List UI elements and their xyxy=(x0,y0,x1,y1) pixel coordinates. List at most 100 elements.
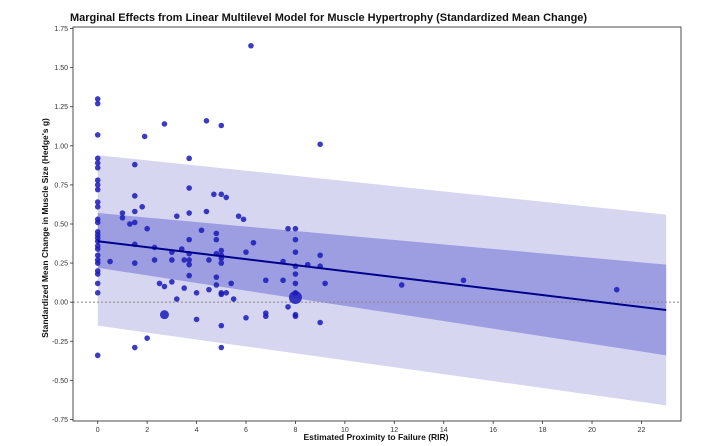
data-point xyxy=(94,280,101,287)
data-point xyxy=(243,315,249,321)
data-point xyxy=(186,257,192,263)
data-point xyxy=(131,219,138,226)
data-point xyxy=(292,225,299,232)
data-point xyxy=(230,296,237,302)
data-point xyxy=(206,286,212,293)
x-tick-label: 0 xyxy=(96,427,100,434)
data-point xyxy=(292,236,299,243)
y-tick-label: 0.00 xyxy=(54,300,68,307)
data-point xyxy=(198,227,205,234)
data-point xyxy=(127,221,133,227)
data-point xyxy=(94,132,101,138)
data-point xyxy=(186,185,192,191)
data-point xyxy=(94,96,101,102)
data-point xyxy=(218,322,225,329)
data-point xyxy=(156,280,163,287)
data-point xyxy=(94,100,101,107)
data-point xyxy=(317,319,323,326)
fit-layer xyxy=(97,240,667,311)
data-point xyxy=(94,246,101,252)
data-point xyxy=(186,261,192,268)
y-tick-label: 1.00 xyxy=(54,143,68,150)
data-point xyxy=(94,252,101,259)
data-point xyxy=(186,272,192,279)
data-point xyxy=(131,208,138,215)
data-point xyxy=(181,285,188,291)
x-tick-label: 22 xyxy=(638,427,646,434)
data-point xyxy=(317,141,323,148)
data-point xyxy=(174,296,180,302)
data-point xyxy=(285,304,291,310)
data-point xyxy=(213,274,220,280)
x-tick-label: 18 xyxy=(539,427,547,434)
y-tick-label: -0.25 xyxy=(52,339,68,346)
data-point xyxy=(250,239,257,246)
data-point xyxy=(223,289,230,296)
data-point xyxy=(161,121,168,127)
data-point xyxy=(262,313,269,320)
data-point xyxy=(186,210,192,216)
data-point xyxy=(292,280,299,287)
data-point xyxy=(280,277,286,284)
x-tick-label: 12 xyxy=(390,427,398,434)
data-point xyxy=(292,313,299,320)
data-point xyxy=(613,286,620,293)
data-point xyxy=(262,277,269,284)
data-point xyxy=(322,280,328,287)
data-point xyxy=(292,249,299,255)
y-tick-label: 0.75 xyxy=(54,182,68,189)
x-axis-title: Estimated Proximity to Failure (RIR) xyxy=(304,432,449,442)
data-point xyxy=(213,282,220,288)
data-point xyxy=(107,258,113,265)
data-point xyxy=(161,283,168,290)
data-point xyxy=(218,122,225,129)
x-tick-label: 8 xyxy=(293,427,297,434)
y-tick-label: 0.25 xyxy=(54,261,68,268)
data-point xyxy=(213,236,220,243)
data-point xyxy=(131,260,138,266)
data-point xyxy=(292,271,299,277)
data-point xyxy=(213,230,220,237)
data-point xyxy=(94,271,101,277)
x-tick-label: 14 xyxy=(440,427,448,434)
data-point xyxy=(174,213,180,219)
data-point xyxy=(211,191,217,198)
data-point xyxy=(285,225,291,232)
data-point xyxy=(94,289,101,296)
data-point xyxy=(218,291,225,298)
y-tick-label: 1.25 xyxy=(54,104,68,111)
data-point xyxy=(139,204,146,210)
x-tick-label: 2 xyxy=(145,427,149,434)
data-point xyxy=(159,310,169,320)
y-tick-label: 1.50 xyxy=(54,65,68,72)
chart-title: Marginal Effects from Linear Multilevel … xyxy=(70,12,588,24)
x-tick-label: 20 xyxy=(588,427,596,434)
data-point xyxy=(240,216,247,223)
data-point xyxy=(218,260,225,266)
data-point xyxy=(131,193,138,199)
x-tick-label: 6 xyxy=(244,427,248,434)
y-tick-label: -0.75 xyxy=(52,417,68,424)
x-tick-label: 16 xyxy=(489,427,497,434)
data-point xyxy=(94,260,101,266)
data-point xyxy=(94,186,101,193)
data-point xyxy=(186,236,192,243)
data-point xyxy=(151,257,158,263)
data-point xyxy=(218,247,225,254)
data-point xyxy=(131,161,138,168)
y-tick-label: 0.50 xyxy=(54,222,68,229)
data-point xyxy=(460,277,467,284)
data-point xyxy=(94,177,101,184)
data-point xyxy=(94,219,101,226)
data-point xyxy=(94,199,101,205)
data-point xyxy=(94,182,101,188)
data-point xyxy=(398,282,405,288)
data-point xyxy=(94,352,101,359)
fit-line xyxy=(97,240,667,311)
data-point xyxy=(203,208,210,215)
x-tick-label: 10 xyxy=(341,427,349,434)
y-axis-title: Standardized Mean Change in Muscle Size … xyxy=(40,118,50,338)
data-point xyxy=(193,316,200,323)
data-point xyxy=(181,257,188,263)
